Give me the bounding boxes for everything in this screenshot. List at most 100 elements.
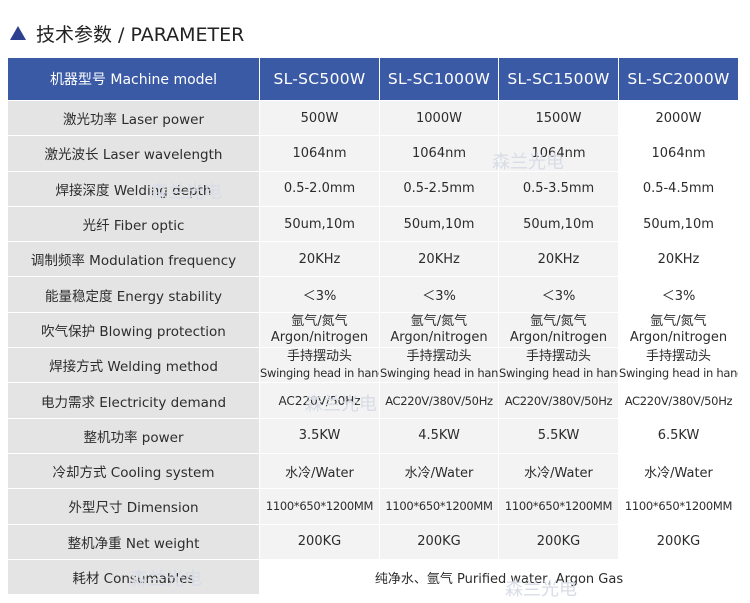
method-cn: 手持摆动头	[645, 349, 711, 365]
cell-value: 6.5KW	[618, 417, 739, 454]
gas-cn: 氩气/氮气	[291, 313, 348, 329]
cell-value: 200KG	[259, 523, 380, 560]
cell-value: 手持摆动头 Swinging head in hand	[379, 347, 499, 384]
row-label: 焊接深度 Welding depth	[7, 170, 260, 207]
table-row: 吹气保护 Blowing protection 氩气/氮气 Argon/nitro…	[7, 311, 739, 349]
row-label: 整机功率 power	[7, 417, 260, 454]
cell-value: 20KHz	[379, 241, 499, 278]
parameter-table: 机器型号 Machine model SL-SC500W SL-SC1000W …	[7, 57, 739, 596]
table-row: 能量稳定度 Energy stability ＜3% ＜3% ＜3% ＜3%	[7, 276, 739, 313]
cell-value: 水冷/Water	[618, 452, 739, 490]
header-label: 机器型号 Machine model	[7, 57, 260, 101]
table-row: 外型尺寸 Dimension 1100*650*1200MM 1100*650*…	[7, 488, 739, 525]
cell-value: 50um,10m	[618, 205, 739, 243]
model-sc1000w: SL-SC1000W	[379, 57, 499, 101]
table-row: 焊接深度 Welding depth 0.5-2.0mm 0.5-2.5mm 0…	[7, 170, 739, 207]
cell-value: 1064nm	[618, 135, 739, 172]
heading-text: 技术参数 / PARAMETER	[36, 23, 245, 46]
row-label: 外型尺寸 Dimension	[7, 488, 260, 525]
method-cn: 手持摆动头	[525, 349, 591, 365]
cell-value: 200KG	[618, 523, 739, 560]
cell-value: 氩气/氮气 Argon/nitrogen	[379, 311, 499, 349]
model-sc500w: SL-SC500W	[259, 57, 380, 101]
cell-value: 水冷/Water	[379, 452, 499, 490]
cell-value: AC220V/380V/50Hz	[379, 382, 499, 419]
row-label: 能量稳定度 Energy stability	[7, 276, 260, 313]
model-sc1500w: SL-SC1500W	[498, 57, 619, 101]
cell-value: 2000W	[618, 99, 739, 137]
row-label: 激光功率 Laser power	[7, 99, 260, 137]
cell-value: ＜3%	[618, 276, 739, 313]
cell-value: ＜3%	[498, 276, 619, 313]
cell-value: ＜3%	[259, 276, 380, 313]
section-heading: 技术参数 / PARAMETER	[10, 18, 244, 48]
gas-en: Argon/nitrogen	[629, 329, 728, 345]
cell-value: 1064nm	[379, 135, 499, 172]
cell-value: ＜3%	[379, 276, 499, 313]
cell-value: 200KG	[498, 523, 619, 560]
table-row: 耗材 Consumables 纯净水、氩气 Purified water, Ar…	[7, 558, 739, 596]
cell-value: 0.5-3.5mm	[498, 170, 619, 207]
table-row: 整机功率 power 3.5KW 4.5KW 5.5KW 6.5KW	[7, 417, 739, 454]
cell-value: 1100*650*1200MM	[259, 488, 380, 525]
table-row: 冷却方式 Cooling system 水冷/Water 水冷/Water 水冷…	[7, 452, 739, 490]
cell-value: 3.5KW	[259, 417, 380, 454]
gas-en: Argon/nitrogen	[509, 329, 608, 345]
cell-value: 氩气/氮气 Argon/nitrogen	[618, 311, 739, 349]
row-label: 光纤 Fiber optic	[7, 205, 260, 243]
cell-value: AC220V/380V/50Hz	[498, 382, 619, 419]
cell-value: 4.5KW	[379, 417, 499, 454]
cell-value: 50um,10m	[498, 205, 619, 243]
table-row: 激光功率 Laser power 500W 1000W 1500W 2000W	[7, 99, 739, 137]
table-row: 调制频率 Modulation frequency 20KHz 20KHz 20…	[7, 241, 739, 278]
cell-value: 氩气/氮气 Argon/nitrogen	[259, 311, 380, 349]
cell-value: 0.5-2.0mm	[259, 170, 380, 207]
method-en: Swinging head in hand	[499, 366, 619, 381]
cell-value: 1100*650*1200MM	[498, 488, 619, 525]
row-label: 焊接方式 Welding method	[7, 347, 260, 384]
gas-cn: 氩气/氮气	[530, 313, 587, 329]
method-cn: 手持摆动头	[406, 349, 472, 365]
cell-value: 1500W	[498, 99, 619, 137]
cell-value: 手持摆动头 Swinging head in hand	[498, 347, 619, 384]
cell-value: AC220V/50Hz	[259, 382, 380, 419]
cell-value: 手持摆动头 Swinging head in hand	[259, 347, 380, 384]
cell-value: 1100*650*1200MM	[379, 488, 499, 525]
table-row: 光纤 Fiber optic 50um,10m 50um,10m 50um,10…	[7, 205, 739, 243]
cell-value: 500W	[259, 99, 380, 137]
table-header-row: 机器型号 Machine model SL-SC500W SL-SC1000W …	[7, 57, 739, 101]
cell-value: 0.5-2.5mm	[379, 170, 499, 207]
table-row: 整机净重 Net weight 200KG 200KG 200KG 200KG	[7, 523, 739, 560]
cell-value: 氩气/氮气 Argon/nitrogen	[498, 311, 619, 349]
cell-value: 50um,10m	[379, 205, 499, 243]
row-label: 耗材 Consumables	[7, 558, 260, 596]
triangle-bullet-icon	[10, 26, 26, 40]
cell-value: 水冷/Water	[259, 452, 380, 490]
gas-en: Argon/nitrogen	[390, 329, 488, 345]
cell-value: 5.5KW	[498, 417, 619, 454]
cell-value: 200KG	[379, 523, 499, 560]
table-row: 焊接方式 Welding method 手持摆动头 Swinging head i…	[7, 347, 739, 384]
cell-value: 0.5-4.5mm	[618, 170, 739, 207]
method-en: Swinging head in hand	[619, 366, 739, 381]
model-sc2000w: SL-SC2000W	[618, 57, 739, 101]
gas-cn: 氩气/氮气	[410, 313, 468, 329]
gas-en: Argon/nitrogen	[270, 329, 369, 345]
cell-value: 1064nm	[498, 135, 619, 172]
cell-value: 1064nm	[259, 135, 380, 172]
row-label: 吹气保护 Blowing protection	[7, 311, 260, 349]
cell-value: 水冷/Water	[498, 452, 619, 490]
table-row: 电力需求 Electricity demand AC220V/50Hz AC22…	[7, 382, 739, 419]
method-en: Swinging head in hand	[380, 366, 499, 381]
cell-value: 1100*650*1200MM	[618, 488, 739, 525]
row-label: 激光波长 Laser wavelength	[7, 135, 260, 172]
row-label: 调制频率 Modulation frequency	[7, 241, 260, 278]
row-label: 冷却方式 Cooling system	[7, 452, 260, 490]
cell-value: 20KHz	[259, 241, 380, 278]
method-en: Swinging head in hand	[260, 366, 380, 381]
cell-value: 20KHz	[618, 241, 739, 278]
consumables-value: 纯净水、氩气 Purified water, Argon Gas	[259, 558, 739, 596]
cell-value: 1000W	[379, 99, 499, 137]
gas-cn: 氩气/氮气	[650, 313, 707, 329]
cell-value: AC220V/380V/50Hz	[618, 382, 739, 419]
